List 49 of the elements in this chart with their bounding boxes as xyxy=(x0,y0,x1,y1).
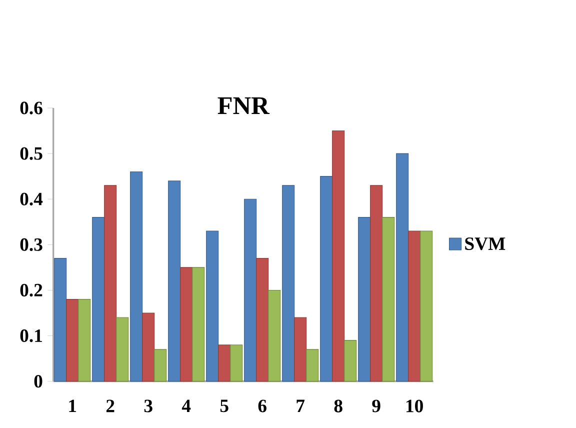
x-tick-label: 6 xyxy=(258,400,266,412)
x-tick-label: 7 xyxy=(296,400,305,412)
bar xyxy=(66,299,79,382)
bar xyxy=(168,180,181,382)
x-tick-label: 9 xyxy=(372,400,380,412)
bar xyxy=(320,176,333,382)
bar xyxy=(420,230,433,382)
bar xyxy=(358,217,371,382)
x-tick-label: 8 xyxy=(334,400,342,412)
x-tick-label: 1 xyxy=(69,400,76,412)
bar xyxy=(294,317,307,382)
bar xyxy=(130,172,143,382)
chart-title: FNR xyxy=(218,97,270,114)
bar xyxy=(408,230,421,382)
y-tick-label: 0.1 xyxy=(20,329,42,342)
x-tick-label: 3 xyxy=(144,400,152,412)
bar xyxy=(192,267,205,382)
bar xyxy=(78,299,91,382)
bar xyxy=(230,344,243,382)
bar xyxy=(282,185,295,382)
y-tick-label: 0.3 xyxy=(20,238,42,252)
y-tick-label: 0.5 xyxy=(20,147,42,160)
bar xyxy=(116,317,129,382)
bar xyxy=(370,185,383,382)
x-tick-label: 5 xyxy=(220,400,228,412)
bar xyxy=(218,344,231,382)
bar xyxy=(206,230,219,382)
bar xyxy=(344,340,357,382)
bar xyxy=(180,267,193,382)
bar xyxy=(256,258,269,382)
legend-label: SVM xyxy=(465,237,506,250)
bar xyxy=(396,153,409,382)
x-tick-label: 10 xyxy=(406,400,423,412)
y-tick-label: 0.4 xyxy=(20,192,43,206)
bar xyxy=(268,290,281,382)
x-tick-label: 2 xyxy=(106,400,114,412)
bar xyxy=(154,349,167,382)
bar xyxy=(332,130,345,382)
y-tick-label: 0.6 xyxy=(20,102,42,114)
bar xyxy=(142,312,155,382)
bar xyxy=(382,217,395,382)
bar xyxy=(244,198,257,382)
y-tick-label: 0 xyxy=(34,375,42,388)
bar xyxy=(306,349,319,382)
bar xyxy=(104,185,117,382)
bar xyxy=(54,258,67,382)
y-tick-label: 0.2 xyxy=(20,284,42,297)
x-tick-label: 4 xyxy=(182,400,191,412)
bar xyxy=(92,217,105,382)
